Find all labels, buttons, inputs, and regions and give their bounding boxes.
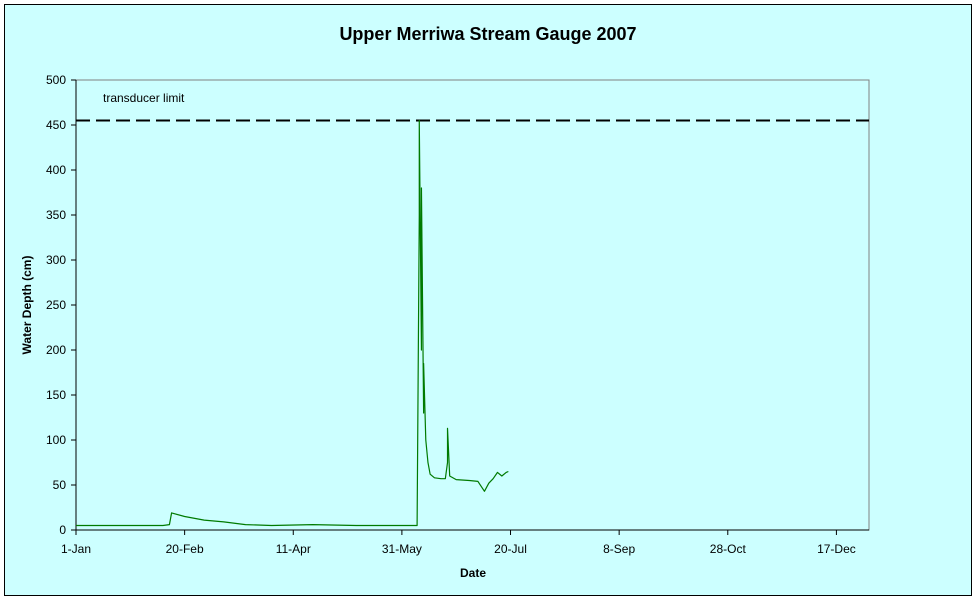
x-tick-label: 20-Feb	[166, 542, 204, 556]
y-tick-label: 50	[53, 478, 67, 492]
y-tick-label: 300	[46, 253, 66, 267]
x-tick-label: 20-Jul	[494, 542, 527, 556]
annotation-transducer-limit: transducer limit	[103, 91, 185, 105]
x-tick-label: 28-Oct	[710, 542, 747, 556]
y-tick-label: 100	[46, 433, 66, 447]
y-tick-label: 0	[59, 523, 66, 537]
x-tick-label: 8-Sep	[603, 542, 635, 556]
plot-area	[75, 79, 870, 531]
y-tick-label: 150	[46, 388, 66, 402]
y-tick-label: 200	[46, 343, 66, 357]
x-tick-label: 17-Dec	[817, 542, 856, 556]
x-tick-label: 11-Apr	[276, 542, 311, 556]
x-tick-label: 31-May	[382, 542, 422, 556]
y-axis-title: Water Depth (cm)	[20, 256, 34, 355]
chart-title: Upper Merriwa Stream Gauge 2007	[339, 24, 636, 44]
y-tick-label: 250	[46, 298, 66, 312]
plot-layer: 0 50 100 150 200 250 300 350 400 450 500 1-Jan 20-Fe…	[46, 73, 870, 556]
y-tick-label: 500	[46, 73, 66, 87]
x-tick-label: 1-Jan	[61, 542, 91, 556]
series-line	[76, 119, 509, 527]
x-axis-title: Date	[460, 566, 486, 580]
y-tick-label: 450	[46, 118, 66, 132]
y-tick-label: 350	[46, 208, 66, 222]
y-tick-label: 400	[46, 163, 66, 177]
